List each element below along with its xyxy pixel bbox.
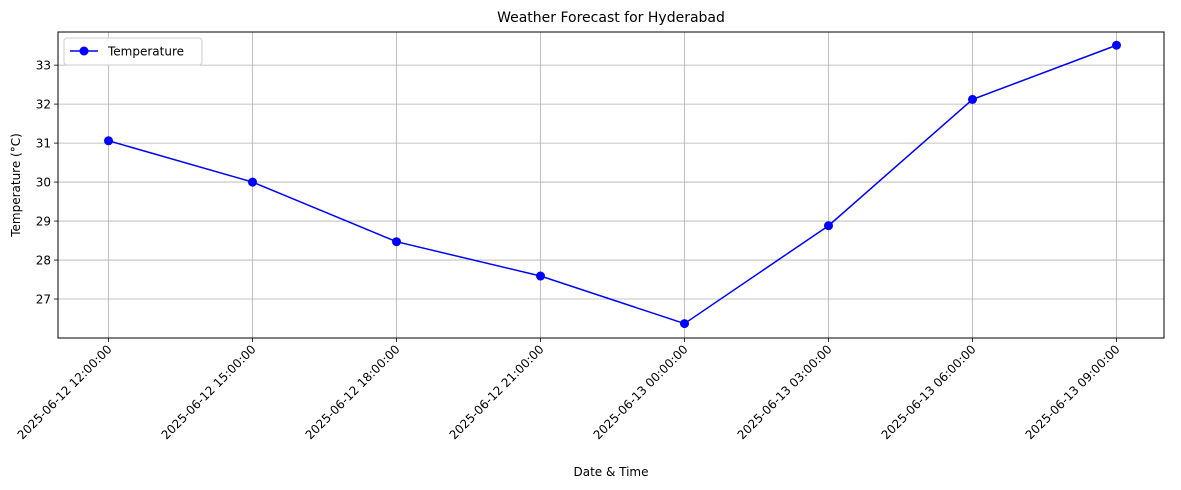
y-tick-label: 28 xyxy=(36,254,51,268)
legend-marker-sample xyxy=(79,46,89,56)
x-axis-title: Date & Time xyxy=(573,465,648,479)
data-point xyxy=(248,177,257,187)
y-axis-title: Temperature (°C) xyxy=(9,133,23,238)
y-tick-label: 27 xyxy=(36,293,51,307)
legend-box xyxy=(63,37,203,66)
grid-lines xyxy=(58,32,1164,338)
chart-title: Weather Forecast for Hyderabad xyxy=(497,10,725,26)
y-tick-label: 32 xyxy=(36,98,51,112)
y-axis-ticks: 27 28 29 30 31 32 33 xyxy=(36,59,58,307)
plot-area-frame xyxy=(57,31,1165,339)
data-point xyxy=(392,237,401,247)
data-point xyxy=(824,221,833,231)
data-point xyxy=(104,136,113,146)
data-point xyxy=(680,319,689,329)
y-tick-label: 33 xyxy=(36,59,51,73)
data-point xyxy=(536,271,545,281)
data-point xyxy=(968,94,977,104)
y-tick-label: 29 xyxy=(36,215,51,229)
legend-label-temperature: Temperature xyxy=(107,45,184,59)
series-line-temperature xyxy=(108,44,1117,325)
legend: Temperature xyxy=(63,37,203,66)
y-tick-label: 30 xyxy=(36,176,51,190)
y-tick-label: 31 xyxy=(36,137,51,151)
data-point xyxy=(1112,40,1121,50)
series-layer xyxy=(104,40,1121,329)
